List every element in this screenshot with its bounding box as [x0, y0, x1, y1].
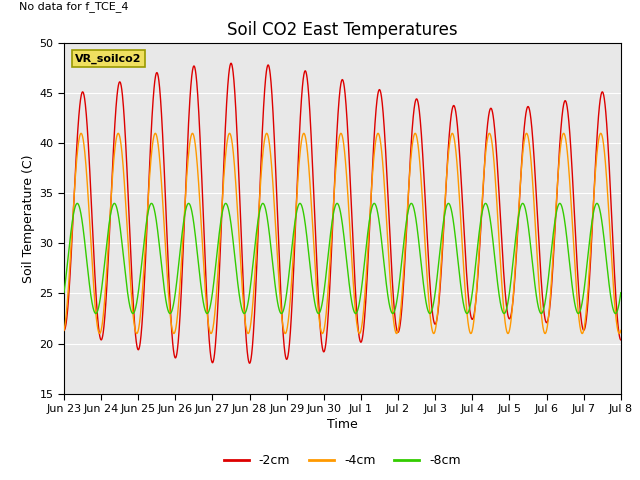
X-axis label: Time: Time: [327, 418, 358, 431]
Y-axis label: Soil Temperature (C): Soil Temperature (C): [22, 154, 35, 283]
Legend: -2cm, -4cm, -8cm: -2cm, -4cm, -8cm: [219, 449, 466, 472]
Text: VR_soilco2: VR_soilco2: [75, 54, 141, 64]
Title: Soil CO2 East Temperatures: Soil CO2 East Temperatures: [227, 21, 458, 39]
Text: No data for f_TCE_4: No data for f_TCE_4: [19, 1, 129, 12]
